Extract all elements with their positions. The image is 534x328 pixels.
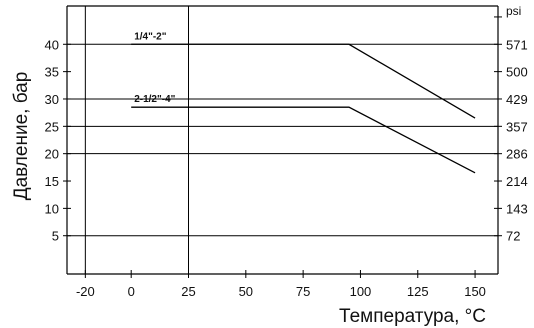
x-tick-label: 125	[407, 284, 429, 299]
x-tick-label: 50	[239, 284, 253, 299]
y-tick-label: 10	[45, 201, 59, 216]
right-tick-label: 357	[506, 119, 528, 134]
right-tick-label: 143	[506, 201, 528, 216]
series-label: 2-1/2"-4"	[134, 94, 175, 105]
tick-labels: 51015202530354072143214286357429500571ps…	[45, 4, 528, 299]
x-tick-label: 150	[464, 284, 486, 299]
y-tick-label: 35	[45, 65, 59, 80]
right-tick-label: 72	[506, 229, 520, 244]
right-tick-label: 571	[506, 37, 528, 52]
y-tick-label: 20	[45, 147, 59, 162]
right-axis-unit-label: psi	[506, 4, 521, 18]
series-line	[131, 43, 476, 119]
right-tick-label: 286	[506, 147, 528, 162]
x-tick-label: 75	[296, 284, 310, 299]
x-axis-label: Температура, °C	[339, 306, 486, 327]
series-label: 1/4"-2"	[134, 31, 167, 42]
x-tick-label: 0	[128, 284, 135, 299]
x-tick-label: 25	[181, 284, 195, 299]
right-tick-label: 429	[506, 92, 528, 107]
plot-frame	[63, 5, 502, 278]
y-tick-label: 25	[45, 119, 59, 134]
y-tick-label: 15	[45, 174, 59, 189]
x-tick-label: -20	[76, 284, 95, 299]
y-tick-label: 40	[45, 37, 59, 52]
right-tick-label: 500	[506, 65, 528, 80]
y-axis-label: Давление, бар	[11, 72, 32, 201]
y-tick-label: 5	[52, 229, 59, 244]
series-lines: 1/4"-2" 2-1/2"-4"	[131, 31, 476, 174]
gridlines	[67, 6, 498, 274]
series-line	[131, 106, 476, 174]
x-tick-label: 100	[350, 284, 372, 299]
y-tick-label: 30	[45, 92, 59, 107]
right-tick-label: 214	[506, 174, 528, 189]
